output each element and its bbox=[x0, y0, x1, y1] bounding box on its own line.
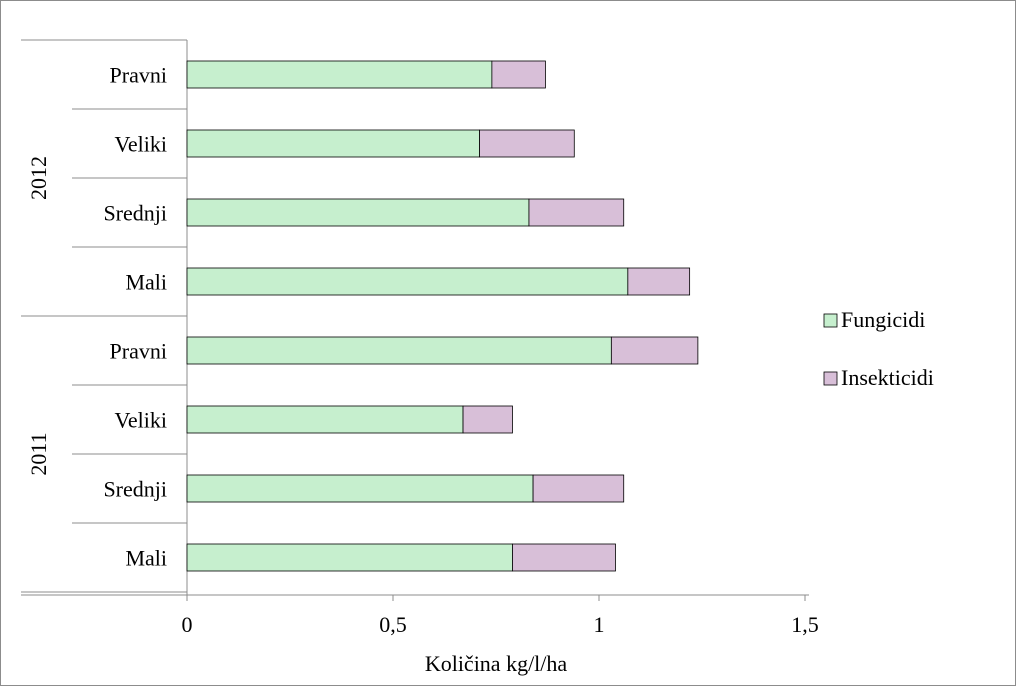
x-tick-label: 1 bbox=[594, 612, 605, 637]
bar-insekticidi-2011-pravni bbox=[610, 336, 699, 365]
bar-fungicidi-2011-pravni bbox=[186, 336, 612, 365]
bar-fungicidi-2011-veliki bbox=[186, 405, 464, 434]
legend-label-fungicidi: Fungicidi bbox=[841, 307, 925, 332]
legend-label-insekticidi: Insekticidi bbox=[841, 365, 934, 390]
bar-fungicidi-2012-pravni bbox=[186, 60, 493, 89]
legend-swatch-insekticidi bbox=[823, 371, 838, 386]
x-tick-label: 1,5 bbox=[791, 612, 819, 637]
legend: Fungicidi Insekticidi bbox=[823, 307, 934, 390]
x-tick-label: 0,5 bbox=[379, 612, 407, 637]
category-label: Veliki bbox=[114, 132, 167, 157]
bar-insekticidi-2012-pravni bbox=[491, 60, 546, 89]
bar-fungicidi-2012-mali bbox=[186, 267, 629, 296]
category-label: Veliki bbox=[114, 408, 167, 433]
category-label: Pravni bbox=[110, 339, 167, 364]
bar-insekticidi-2012-mali bbox=[627, 267, 691, 296]
bar-insekticidi-2011-veliki bbox=[462, 405, 513, 434]
category-label: Mali bbox=[125, 546, 167, 571]
bar-insekticidi-2011-srednji bbox=[532, 474, 625, 503]
x-axis-title: Količina kg/l/ha bbox=[425, 651, 568, 676]
bar-fungicidi-2012-srednji bbox=[186, 198, 530, 227]
bar-insekticidi-2011-mali bbox=[512, 543, 616, 572]
bar-insekticidi-2012-veliki bbox=[479, 129, 575, 158]
x-tick-label: 0 bbox=[182, 612, 193, 637]
bar-fungicidi-2011-srednji bbox=[186, 474, 534, 503]
bar-fungicidi-2012-veliki bbox=[186, 129, 480, 158]
category-label: Mali bbox=[125, 270, 167, 295]
group-label-2012: 2012 bbox=[26, 156, 51, 200]
legend-swatch-fungicidi bbox=[823, 313, 838, 328]
bars-layer bbox=[186, 60, 699, 572]
axes-layer bbox=[21, 39, 809, 601]
group-label-2011: 2011 bbox=[26, 432, 51, 475]
category-label: Srednji bbox=[103, 201, 167, 226]
category-label: Srednji bbox=[103, 477, 167, 502]
category-label: Pravni bbox=[110, 63, 167, 88]
labels-layer: 0 0,5 1 1,5 Pravni Veliki Srednji Mali Pravni Vel… bbox=[26, 63, 819, 638]
bar-insekticidi-2012-srednji bbox=[528, 198, 625, 227]
bar-fungicidi-2011-mali bbox=[186, 543, 513, 572]
